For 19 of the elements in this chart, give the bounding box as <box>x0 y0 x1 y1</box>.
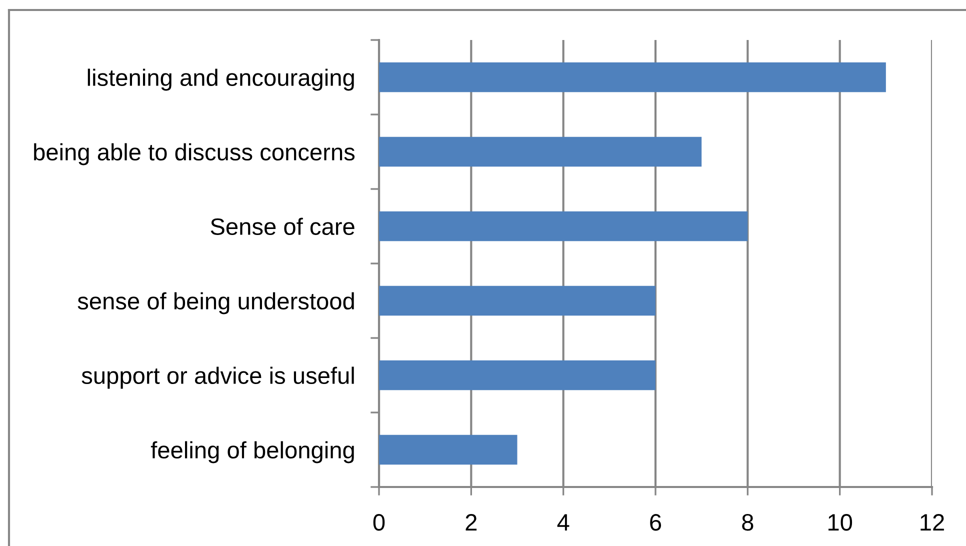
x-tick-label: 6 <box>650 514 662 531</box>
y-tick-label: listening and encouraging <box>88 68 354 91</box>
y-tick-label: sense of being understood <box>78 292 354 314</box>
bar <box>379 286 656 316</box>
bar <box>379 434 518 465</box>
x-tick-label: 12 <box>920 514 944 530</box>
bar <box>379 360 656 390</box>
y-tick-label: support or advice is useful <box>82 366 354 389</box>
y-tick-label: feeling of belonging <box>150 441 354 464</box>
x-tick-label: 2 <box>466 514 477 530</box>
x-tick-label: 4 <box>557 514 570 530</box>
bar <box>379 62 886 92</box>
bar <box>379 136 702 167</box>
x-tick-label: 0 <box>373 514 385 531</box>
y-tick-label: Sense of care <box>210 218 354 236</box>
x-tick-label: 8 <box>742 514 754 531</box>
x-tick-label: 10 <box>828 514 852 531</box>
bar <box>379 211 748 242</box>
y-tick-label: being able to discuss concerns <box>34 143 355 166</box>
